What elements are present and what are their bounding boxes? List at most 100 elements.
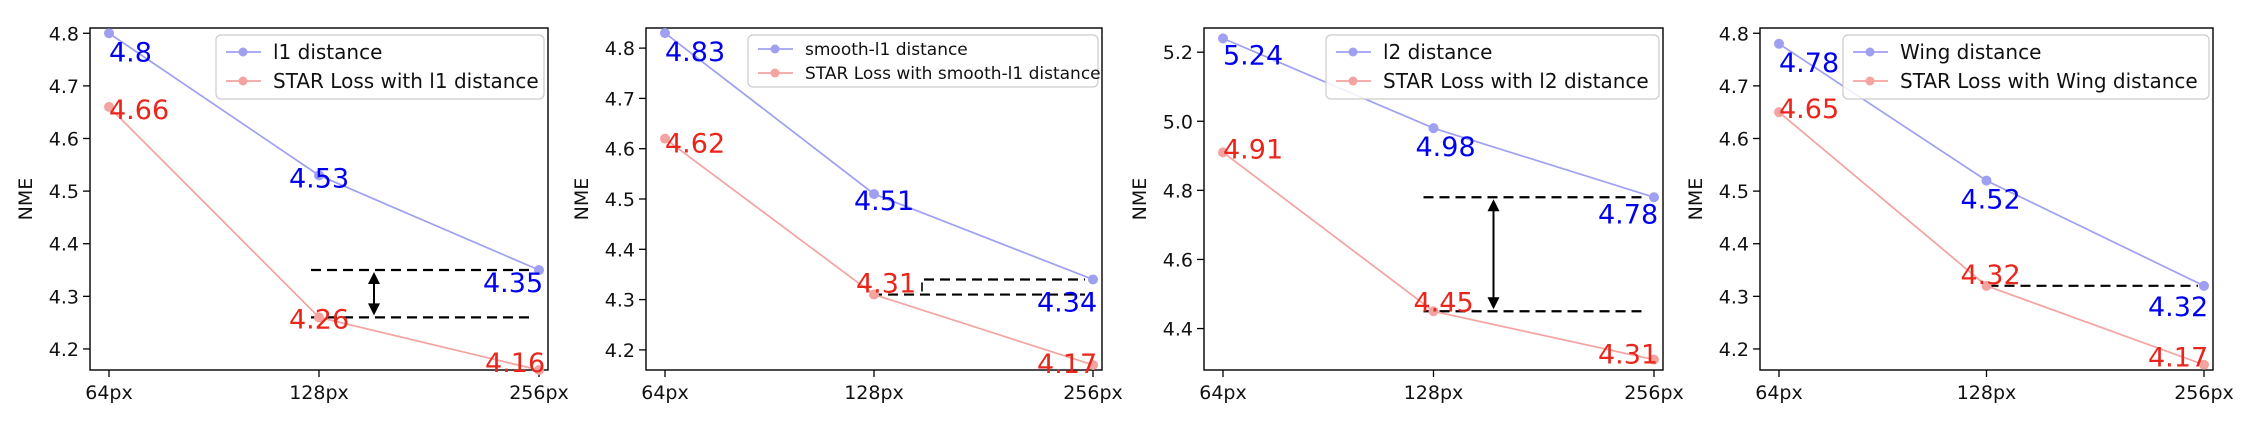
data-point-marker <box>1218 33 1228 44</box>
y-axis-label: NME <box>571 178 593 221</box>
y-tick-label: 4.6 <box>1163 249 1193 271</box>
chart-legend: Wing distance STAR Loss with Wing distanc… <box>1842 34 2210 100</box>
data-point-marker <box>534 365 544 375</box>
data-value-label: 5.24 <box>1223 40 1283 71</box>
series-line-star-loss <box>1778 111 2205 366</box>
y-tick-label: 4.7 <box>1719 76 1749 98</box>
y-axis-label: NME <box>1685 178 1707 221</box>
data-value-label: 4.32 <box>1961 260 2021 291</box>
y-axis-label: NME <box>15 178 37 221</box>
data-point-marker <box>1649 354 1659 365</box>
legend-entry-label: STAR Loss with Wing distance <box>1900 69 2198 93</box>
y-tick-label: 4.3 <box>1719 286 1749 308</box>
data-value-label: 4.51 <box>854 186 914 217</box>
data-point-marker <box>869 188 879 199</box>
y-tick-label: 4.4 <box>1719 234 1749 256</box>
chart-legend: l2 distance STAR Loss with l2 distance <box>1325 34 1660 100</box>
legend-marker <box>770 44 780 54</box>
legend-box <box>215 34 545 100</box>
data-value-label: 4.34 <box>1037 287 1097 318</box>
y-tick-label: 4.7 <box>49 76 79 98</box>
legend-entry-label: Wing distance <box>1900 40 2041 64</box>
data-point-marker <box>2199 280 2209 291</box>
data-point-marker <box>1218 147 1228 158</box>
x-tick-label: 128px <box>1957 382 2017 404</box>
data-point-marker <box>1981 175 1992 186</box>
data-point-marker <box>660 28 670 39</box>
data-point-marker <box>1088 274 1098 285</box>
legend-entry-label: STAR Loss with smooth-l1 distance <box>805 64 1101 84</box>
data-value-label: 4.26 <box>289 304 349 335</box>
series-line-star-loss <box>664 137 1094 366</box>
y-tick-label: 4.6 <box>605 139 635 161</box>
x-tick-label: 256px <box>1624 382 1684 404</box>
data-point-marker <box>660 133 670 144</box>
legend-marker <box>1348 47 1358 57</box>
legend-marker <box>770 68 780 78</box>
data-point-marker <box>1088 359 1098 370</box>
x-tick-label: 256px <box>509 382 569 404</box>
data-value-label: 4.16 <box>485 348 545 379</box>
x-tick-label: 128px <box>844 382 904 404</box>
legend-marker <box>1865 47 1875 57</box>
x-tick-label: 64px <box>1755 382 1802 404</box>
legend-entry-label: STAR Loss with l1 distance <box>273 69 539 93</box>
y-tick-label: 4.3 <box>49 286 79 308</box>
data-value-label: 4.98 <box>1416 132 1476 163</box>
data-point-marker <box>869 289 879 300</box>
legend-entry-label: smooth-l1 distance <box>805 40 968 60</box>
data-value-label: 4.17 <box>2148 343 2208 374</box>
data-value-label: 4.8 <box>109 37 152 68</box>
x-tick-label: 64px <box>85 382 132 404</box>
data-point-marker <box>104 101 114 112</box>
x-tick-label: 64px <box>641 382 688 404</box>
y-tick-label: 4.8 <box>1163 180 1193 202</box>
data-value-label: 4.66 <box>109 95 169 126</box>
y-tick-label: 4.4 <box>605 239 635 261</box>
data-value-label: 4.31 <box>1598 340 1658 371</box>
data-point-marker <box>104 28 114 39</box>
data-point-marker <box>1774 38 1784 49</box>
data-value-label: 4.83 <box>665 37 725 68</box>
legend-entry-label: l1 distance <box>273 40 382 64</box>
chart-legend: smooth-l1 distance STAR Loss with smooth-… <box>747 34 1101 88</box>
arrow-head-down <box>1487 297 1500 310</box>
y-tick-label: 4.2 <box>49 339 79 361</box>
y-tick-label: 4.5 <box>1719 181 1749 203</box>
x-tick-label: 64px <box>1199 382 1246 404</box>
legend-entry-label: STAR Loss with l2 distance <box>1383 69 1649 93</box>
x-tick-label: 256px <box>1063 382 1123 404</box>
y-tick-label: 4.2 <box>1719 339 1749 361</box>
y-tick-label: 5.2 <box>1163 42 1193 64</box>
y-tick-label: 4.5 <box>605 189 635 211</box>
y-tick-label: 4.8 <box>605 38 635 60</box>
data-value-label: 4.78 <box>1598 199 1658 230</box>
data-point-marker <box>534 265 544 276</box>
legend-box <box>747 34 1099 88</box>
y-tick-label: 5.0 <box>1163 111 1193 133</box>
chart-panel-4: 4.2 4.3 4.4 4.5 4.6 4.7 4.8 64px 128px 256px NME 4.… <box>1685 23 2234 404</box>
data-value-label: 4.52 <box>1961 185 2021 216</box>
legend-marker <box>238 76 248 86</box>
y-tick-label: 4.4 <box>1163 319 1193 341</box>
legend-box <box>1842 34 2210 100</box>
data-value-label: 4.32 <box>2148 292 2208 323</box>
arrow-head-up <box>368 272 380 285</box>
chart-panel-1: 4.2 4.3 4.4 4.5 4.6 4.7 4.8 64px 128px 256px NME 4.… <box>15 23 569 404</box>
y-tick-label: 4.6 <box>1719 128 1749 150</box>
legend-marker <box>238 47 248 57</box>
y-tick-label: 4.3 <box>605 290 635 312</box>
data-value-label: 4.91 <box>1223 134 1283 165</box>
y-tick-label: 4.6 <box>49 128 79 150</box>
data-point-marker <box>1981 280 1992 291</box>
data-value-label: 4.65 <box>1779 94 1839 125</box>
legend-marker <box>1865 76 1875 86</box>
chart-panel-3: 4.4 4.6 4.8 5.0 5.2 64px 128px 256px NME 5.24 4.98… <box>1129 27 1684 404</box>
x-tick-label: 128px <box>289 382 349 404</box>
y-tick-label: 4.2 <box>605 340 635 362</box>
y-tick-label: 4.8 <box>49 23 79 45</box>
arrow-head-up <box>1487 199 1500 212</box>
chart-panel-2: 4.2 4.3 4.4 4.5 4.6 4.7 4.8 64px 128px 256px NME 4.… <box>571 27 1123 404</box>
data-point-marker <box>1428 306 1439 317</box>
